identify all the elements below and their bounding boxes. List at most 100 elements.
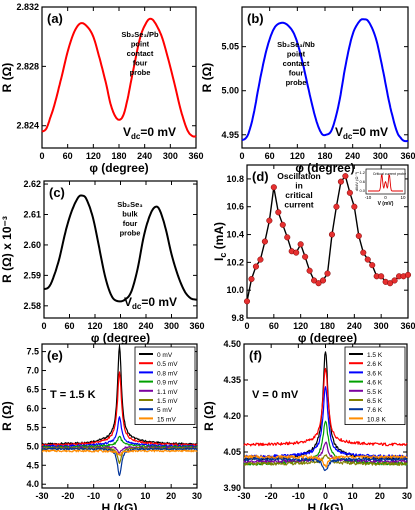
legend-entry: 1.5 mV: [157, 398, 178, 405]
data-point: [243, 298, 251, 305]
y-axis-label-main: I: [212, 258, 226, 261]
x-tick-label: 240: [138, 321, 153, 331]
legend-entry: 10.8 K: [367, 416, 386, 423]
annotation-text: contact: [127, 49, 154, 58]
x-tick-label: 0: [41, 321, 46, 331]
x-axis-label: φ (degree): [298, 331, 357, 345]
x-tick-label: 10: [348, 491, 358, 501]
series-line: [41, 447, 198, 477]
data-point: [266, 217, 273, 224]
data-point: [324, 270, 331, 277]
x-tick-label: 120: [293, 321, 308, 331]
data-line: [241, 18, 409, 143]
series-line: [243, 457, 408, 472]
data-point: [351, 203, 358, 210]
y-axis-label: R (Ω): [0, 63, 14, 93]
y-axis-label: Ic (mA): [212, 222, 228, 261]
y-tick-label: 4.95: [221, 130, 239, 140]
x-tick-label: 360: [189, 321, 204, 331]
data-point: [275, 209, 282, 216]
series-line: [41, 371, 198, 447]
annotation-text: current: [284, 200, 313, 210]
series-line: [243, 367, 408, 447]
data-point: [248, 276, 255, 283]
x-tick-label: 0: [39, 151, 44, 161]
annotation-text: point: [287, 50, 306, 59]
x-tick-label: 30: [192, 491, 202, 501]
y-tick-label: 4.05: [223, 447, 241, 457]
panel-label: (a): [47, 11, 63, 26]
y-tick-label: 3.90: [223, 483, 241, 493]
annotation-text: four: [289, 69, 304, 78]
legend-entry: 1.5 K: [367, 352, 383, 359]
inset-y-tick-label: 0.6: [359, 179, 365, 184]
y-tick-label: 7.5: [26, 347, 39, 357]
legend-entry: 1.1 mV: [157, 389, 178, 396]
data-point: [342, 173, 349, 180]
condition-sub: dc: [131, 132, 141, 141]
y-tick-label: 2.59: [23, 270, 41, 280]
series-line: [41, 449, 198, 457]
x-tick-label: 60: [63, 151, 73, 161]
y-tick-label: 4.0: [26, 479, 39, 489]
data-point: [252, 263, 259, 270]
inset-x-tick-label: -10: [365, 195, 372, 200]
condition-value: =0 mV: [352, 125, 388, 139]
inset-x-label: V (mV): [378, 201, 394, 207]
panel-e: -30 -20 -10 0 10 20 30 4.0 4.5 5.0 5.5 6.0 6.5 7.0 7.5…: [0, 343, 202, 510]
y-axis-label-sub: c: [218, 253, 228, 258]
condition-value: =0 mV: [140, 125, 176, 139]
y-tick-label: 4.20: [223, 411, 241, 421]
annotation-text: contact: [283, 59, 310, 68]
panel-label: (c): [49, 185, 65, 200]
condition-symbol: V: [123, 125, 131, 139]
legend-box: [344, 346, 406, 425]
data-point: [270, 184, 277, 191]
x-tick-label: 20: [166, 491, 176, 501]
panel-a: 0 60 120 180 240 300 360 2.824 2.828 2.832 φ (degr…: [0, 2, 204, 175]
x-tick-label: 300: [163, 151, 178, 161]
series-line: [243, 454, 408, 466]
x-tick-label: 60: [64, 321, 74, 331]
condition-text: Vdc=0 mV: [124, 295, 177, 311]
x-tick-label: 360: [400, 321, 415, 331]
condition-symbol: V: [124, 295, 132, 309]
x-tick-label: 0: [244, 321, 249, 331]
x-tick-label: 180: [317, 151, 332, 161]
data-point: [369, 262, 376, 269]
data-point: [346, 189, 353, 196]
data-point: [284, 234, 291, 241]
annotation-text: Oscillation: [277, 171, 320, 181]
annotation-text: four: [133, 59, 148, 68]
legend-entry: 0.5 mV: [157, 361, 178, 368]
legend-entry: 2.6 K: [367, 361, 383, 368]
data-point: [311, 277, 318, 284]
x-tick-label: 20: [375, 491, 385, 501]
x-tick-label: 240: [137, 151, 152, 161]
legend-entry: 15 mV: [157, 416, 176, 423]
y-tick-label: 4.35: [223, 375, 241, 385]
x-tick-label: -30: [237, 491, 250, 501]
x-tick-label: 120: [87, 321, 102, 331]
x-tick-label: 360: [188, 151, 203, 161]
data-line: [43, 194, 198, 303]
y-tick-label: 2.61: [23, 209, 41, 219]
legend-entry: 5 mV: [157, 407, 173, 414]
y-tick-label: 2.824: [16, 121, 39, 131]
y-tick-label: 2.58: [23, 301, 41, 311]
panel-label: (d): [252, 169, 269, 184]
series-line: [41, 416, 198, 448]
y-tick-label: 10.8: [226, 174, 244, 184]
legend-box: [134, 346, 196, 425]
x-tick-label: 120: [86, 151, 101, 161]
legend-entry: 5.5 K: [367, 389, 383, 396]
condition-text: Vdc=0 mV: [123, 125, 176, 141]
y-axis-label: R (Ω): [202, 401, 216, 431]
data-point: [306, 267, 313, 274]
x-tick-label: 300: [374, 321, 389, 331]
data-point: [315, 280, 322, 287]
y-tick-label: 10.0: [226, 285, 244, 295]
inset-plot: Critical current probe -10 0 10 1.2 0.6 0.0 V (…: [354, 168, 406, 207]
y-tick-label: 5.00: [221, 86, 239, 96]
